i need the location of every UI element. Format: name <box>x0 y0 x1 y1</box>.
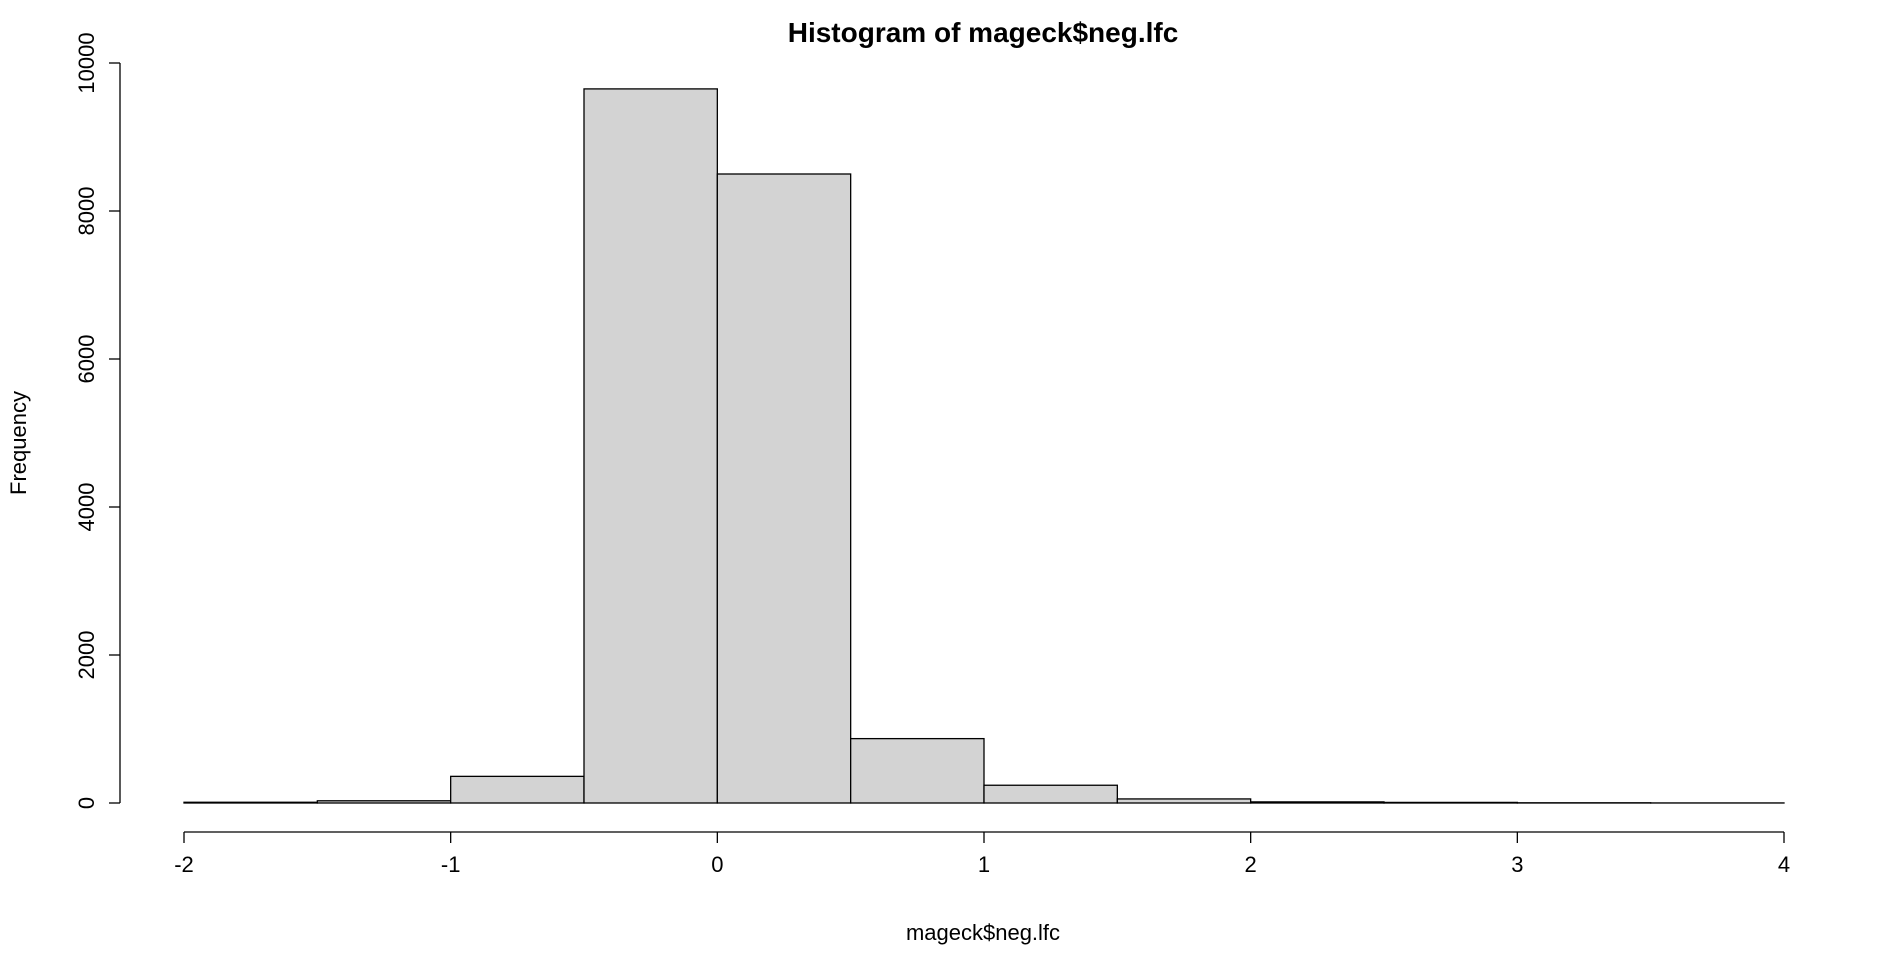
x-tick-label: 1 <box>978 852 990 877</box>
histogram-bar <box>1250 801 1385 804</box>
y-tick-label: 10000 <box>74 32 99 93</box>
y-tick-label: 2000 <box>74 631 99 680</box>
y-axis-label: Frequency <box>6 391 31 495</box>
histogram-bar <box>1116 798 1252 804</box>
y-tick-label: 6000 <box>74 335 99 384</box>
x-tick-label: 0 <box>711 852 723 877</box>
y-tick-label: 0 <box>74 797 99 809</box>
x-tick-label: 2 <box>1245 852 1257 877</box>
histogram-bar <box>850 737 985 804</box>
x-tick-label: 4 <box>1778 852 1790 877</box>
histogram-bar <box>1383 801 1518 804</box>
x-tick-label: -1 <box>441 852 461 877</box>
histogram-bar <box>316 800 452 804</box>
y-axis: 0 2000 4000 6000 8000 10000 <box>74 32 121 809</box>
histogram-bar <box>583 88 718 804</box>
histogram-bar <box>716 173 852 804</box>
x-tick-label: -2 <box>174 852 194 877</box>
histogram-bar <box>450 775 585 804</box>
chart-title: Histogram of mageck$neg.lfc <box>788 17 1179 48</box>
bars-group <box>183 88 1785 804</box>
histogram-bar <box>183 801 318 804</box>
x-tick-label: 3 <box>1511 852 1523 877</box>
x-axis-label: mageck$neg.lfc <box>906 920 1060 945</box>
y-tick-label: 4000 <box>74 483 99 532</box>
x-axis: -2 -1 0 1 2 3 4 <box>174 831 1790 877</box>
histogram-bar <box>983 784 1118 804</box>
y-tick-label: 8000 <box>74 187 99 236</box>
